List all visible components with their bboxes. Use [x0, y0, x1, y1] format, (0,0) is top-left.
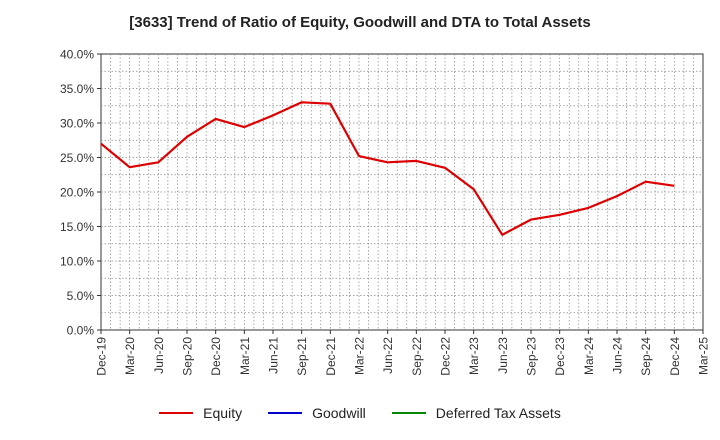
x-tick-label: Sep-22 — [410, 337, 424, 376]
x-tick-label: Sep-20 — [181, 337, 195, 376]
x-tick-label: Dec-24 — [668, 337, 682, 376]
legend-label-goodwill: Goodwill — [312, 405, 366, 421]
x-tick-label: Mar-25 — [697, 337, 711, 375]
y-tick-label: 20.0% — [60, 186, 94, 200]
x-tick-label: Sep-21 — [295, 337, 309, 376]
x-tick-label: Dec-21 — [324, 337, 338, 376]
x-tick-label: Mar-23 — [467, 337, 481, 375]
y-tick-label: 0.0% — [67, 324, 95, 338]
y-tick-label: 35.0% — [60, 82, 94, 96]
legend-item-equity: Equity — [159, 405, 242, 421]
x-tick-label: Sep-24 — [639, 337, 653, 376]
x-tick-label: Dec-22 — [439, 337, 453, 376]
x-tick-label: Jun-21 — [267, 337, 281, 374]
x-tick-label: Jun-22 — [381, 337, 395, 374]
y-tick-label: 5.0% — [67, 289, 95, 303]
legend-item-goodwill: Goodwill — [268, 405, 366, 421]
x-tick-label: Sep-23 — [525, 337, 539, 376]
series-line-equity — [100, 101, 675, 236]
x-tick-label: Jun-24 — [611, 337, 625, 374]
legend-label-deferred-tax-assets: Deferred Tax Assets — [435, 405, 561, 421]
x-tick-label: Mar-20 — [123, 337, 137, 375]
legend-swatch-equity — [159, 412, 194, 414]
y-tick-label: 40.0% — [60, 48, 94, 62]
x-tick-label: Dec-20 — [209, 337, 223, 376]
x-tick-label: Mar-21 — [238, 337, 252, 375]
y-tick-label: 30.0% — [60, 117, 94, 131]
legend-swatch-goodwill — [268, 412, 303, 414]
legend-label-equity: Equity — [203, 405, 243, 421]
x-tick-label: Jun-20 — [152, 337, 166, 374]
x-tick-label: Jun-23 — [496, 337, 510, 374]
chart-title: [3633] Trend of Ratio of Equity, Goodwil… — [129, 14, 591, 31]
chart-legend: Equity Goodwill Deferred Tax Assets — [0, 405, 720, 421]
y-tick-label: 25.0% — [60, 151, 94, 165]
legend-swatch-deferred-tax-assets — [391, 412, 426, 414]
x-tick-label: Dec-19 — [95, 337, 109, 376]
y-tick-label: 10.0% — [60, 255, 94, 269]
legend-item-deferred-tax-assets: Deferred Tax Assets — [391, 405, 561, 421]
x-tick-label: Mar-24 — [582, 337, 596, 375]
x-tick-label: Mar-22 — [353, 337, 367, 375]
y-tick-label: 15.0% — [60, 220, 94, 234]
x-tick-label: Dec-23 — [553, 337, 567, 376]
